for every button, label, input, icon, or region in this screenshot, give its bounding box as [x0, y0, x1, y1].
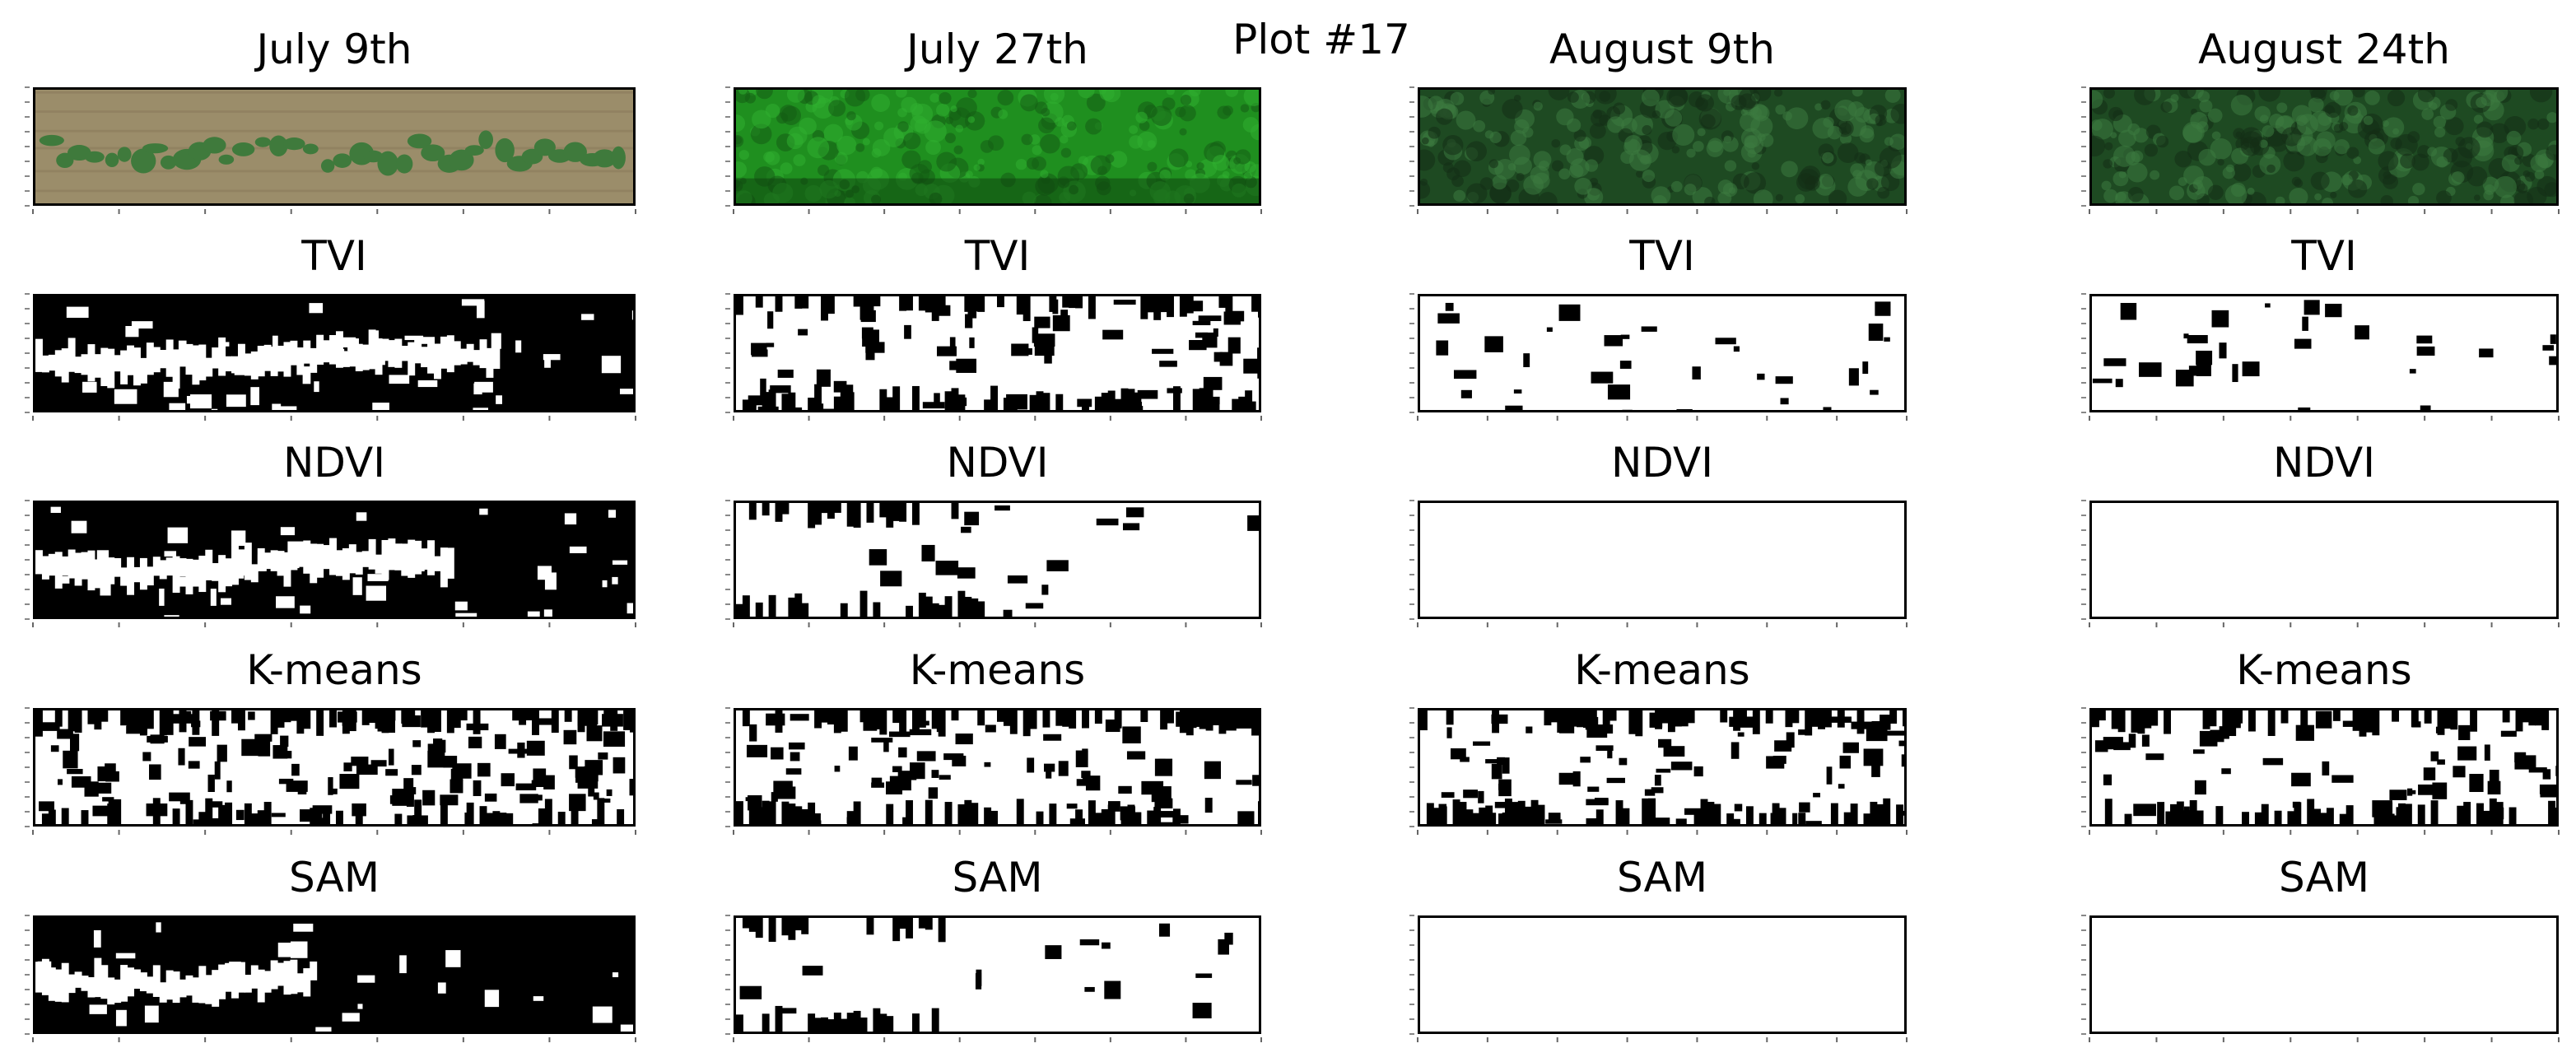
method-title-tvi: TVI [964, 232, 1031, 280]
method-title-tvi: TVI [301, 232, 367, 280]
segmentation-mask [736, 503, 1259, 617]
method-title-sam: SAM [2278, 854, 2370, 901]
mask-panel-sam-july-9th [33, 915, 636, 1034]
segmentation-mask [736, 296, 1259, 410]
method-title-sam: SAM [1616, 854, 1708, 901]
aerial-photo [35, 90, 633, 203]
segmentation-mask [1420, 296, 1904, 410]
segmentation-mask [35, 503, 633, 617]
mask-panel-k-means-august-24th [2089, 708, 2559, 827]
aerial-photo [736, 90, 1259, 203]
segmentation-mask [1420, 503, 1904, 617]
photo-panel-august-9th [1418, 87, 1907, 206]
figure-title: Plot #17 [1232, 16, 1410, 63]
segmentation-mask [2092, 710, 2556, 824]
method-title-ndvi: NDVI [1611, 439, 1713, 487]
mask-panel-tvi-july-9th [33, 294, 636, 412]
photo-panel-july-27th [734, 87, 1261, 206]
method-title-tvi: TVI [1629, 232, 1695, 280]
segmentation-mask [35, 710, 633, 824]
method-title-ndvi: NDVI [283, 439, 385, 487]
method-title-k-means: K-means [2236, 646, 2412, 694]
mask-panel-k-means-july-9th [33, 708, 636, 827]
mask-panel-k-means-august-9th [1418, 708, 1907, 827]
method-title-sam: SAM [952, 854, 1043, 901]
mask-panel-k-means-july-27th [734, 708, 1261, 827]
mask-panel-ndvi-august-9th [1418, 501, 1907, 619]
mask-panel-tvi-august-9th [1418, 294, 1907, 412]
segmentation-mask [2092, 296, 2556, 410]
mask-panel-sam-august-24th [2089, 915, 2559, 1034]
date-title-august-9th: August 9th [1549, 26, 1775, 73]
segmentation-mask [35, 918, 633, 1032]
mask-panel-sam-august-9th [1418, 915, 1907, 1034]
mask-panel-ndvi-august-24th [2089, 501, 2559, 619]
segmentation-mask [2092, 918, 2556, 1032]
mask-panel-ndvi-july-9th [33, 501, 636, 619]
method-title-k-means: K-means [909, 646, 1086, 694]
date-title-july-27th: July 27th [906, 26, 1088, 73]
method-title-ndvi: NDVI [946, 439, 1049, 487]
mask-panel-tvi-august-24th [2089, 294, 2559, 412]
mask-panel-tvi-july-27th [734, 294, 1261, 412]
date-title-august-24th: August 24th [2198, 26, 2450, 73]
date-title-july-9th: July 9th [256, 26, 412, 73]
aerial-photo [1420, 90, 1904, 203]
photo-panel-july-9th [33, 87, 636, 206]
segmentation-mask [1420, 918, 1904, 1032]
segmentation-mask [2092, 503, 2556, 617]
method-title-sam: SAM [288, 854, 380, 901]
aerial-photo [2092, 90, 2556, 203]
method-title-k-means: K-means [1574, 646, 1750, 694]
segmentation-mask [35, 296, 633, 410]
segmentation-mask [736, 918, 1259, 1032]
segmentation-mask [736, 710, 1259, 824]
mask-panel-ndvi-july-27th [734, 501, 1261, 619]
method-title-tvi: TVI [2291, 232, 2357, 280]
method-title-k-means: K-means [246, 646, 422, 694]
mask-panel-sam-july-27th [734, 915, 1261, 1034]
method-title-ndvi: NDVI [2273, 439, 2375, 487]
segmentation-mask [1420, 710, 1904, 824]
photo-panel-august-24th [2089, 87, 2559, 206]
